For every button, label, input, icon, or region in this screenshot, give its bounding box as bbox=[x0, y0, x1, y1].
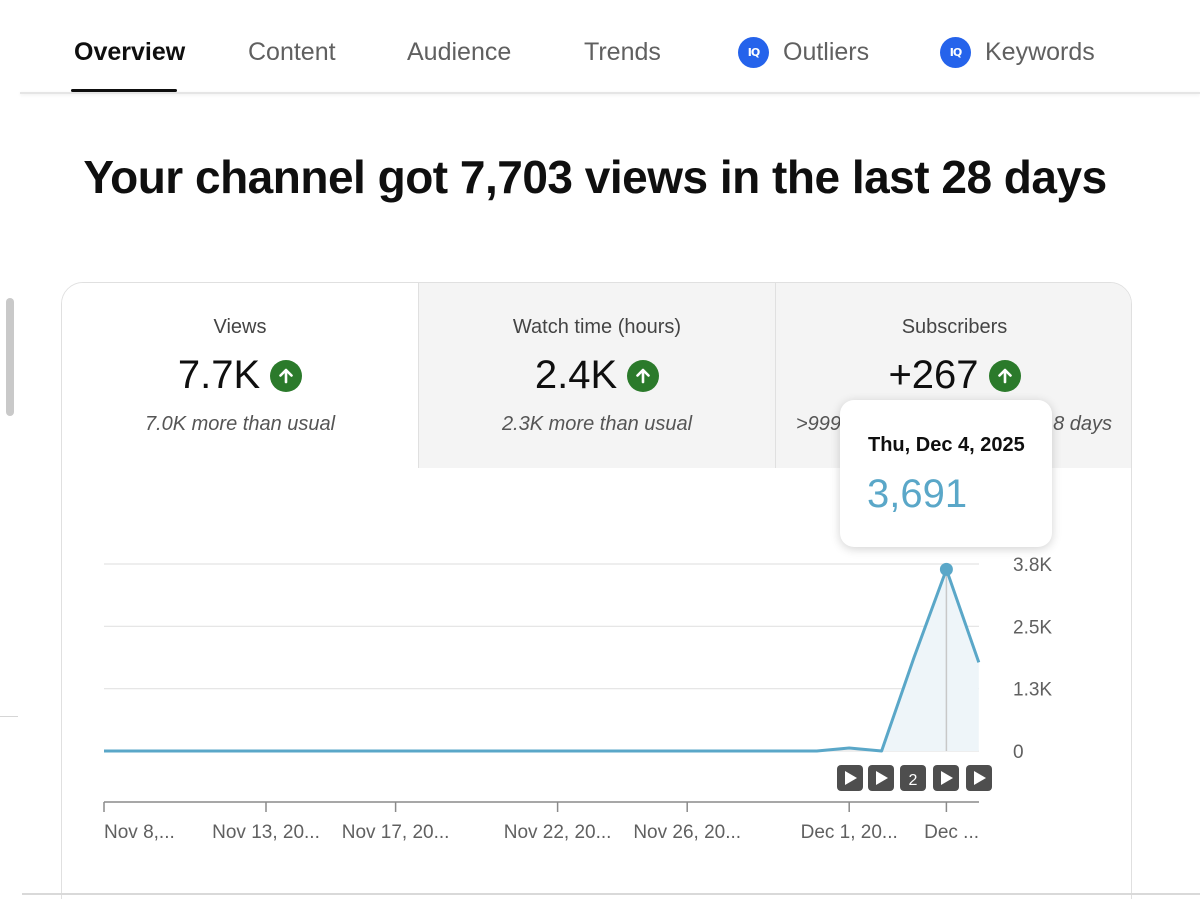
divider bbox=[0, 716, 18, 717]
series-line bbox=[104, 567, 981, 753]
arrow-up-icon bbox=[270, 359, 303, 392]
page-headline: Your channel got 7,703 views in the last… bbox=[83, 151, 1107, 203]
metric-value: +267 bbox=[888, 353, 979, 397]
tab-keywords-label: Keywords bbox=[985, 37, 1095, 66]
tab-bar: Overview Content Audience Trends IQ Outl… bbox=[0, 0, 1200, 94]
arrow-up-icon bbox=[627, 359, 660, 392]
tab-content[interactable]: Content bbox=[248, 36, 336, 68]
metric-comparison-start: >999 bbox=[796, 413, 842, 435]
y-tick-label: 2.5K bbox=[1013, 617, 1052, 638]
tab-outliers-label: Outliers bbox=[783, 37, 870, 66]
tab-audience-label: Audience bbox=[407, 37, 512, 66]
metric-label: Subscribers bbox=[901, 316, 1008, 338]
x-tick-label: Nov 22, 20... bbox=[504, 822, 612, 843]
vidiq-icon: IQ bbox=[940, 36, 971, 68]
scrollbar-thumb[interactable] bbox=[6, 298, 14, 416]
metric-label: Watch time (hours) bbox=[512, 316, 682, 338]
arrow-up-icon bbox=[988, 359, 1021, 392]
active-tab-indicator bbox=[71, 89, 177, 92]
tab-trends-label: Trends bbox=[584, 37, 661, 66]
tab-overview[interactable]: Overview bbox=[74, 36, 185, 68]
play-icon bbox=[845, 771, 857, 785]
page-divider bbox=[22, 893, 1200, 895]
metric-views[interactable]: Views 7.7K 7.0K more than usual bbox=[62, 283, 418, 468]
play-icon bbox=[876, 771, 888, 785]
series-area bbox=[881, 569, 979, 751]
tab-outliers[interactable]: IQ Outliers bbox=[738, 36, 869, 68]
vidiq-icon: IQ bbox=[738, 36, 769, 68]
y-tick-label: 0 bbox=[1013, 742, 1024, 763]
play-icon bbox=[974, 771, 986, 785]
metric-value: 7.7K bbox=[177, 353, 261, 397]
tab-content-label: Content bbox=[248, 37, 336, 66]
x-tick-label: Nov 17, 20... bbox=[342, 822, 450, 843]
tab-trends[interactable]: Trends bbox=[584, 36, 661, 68]
tab-divider bbox=[20, 92, 1200, 94]
x-tick-label: Nov 13, 20... bbox=[212, 822, 320, 843]
data-point bbox=[939, 562, 953, 576]
tooltip-value: 3,691 bbox=[867, 472, 968, 516]
y-tick-label: 3.8K bbox=[1013, 555, 1052, 576]
video-marker bbox=[900, 765, 926, 791]
x-tick-label: Dec ... bbox=[924, 822, 979, 843]
analytics-card: Views 7.7K 7.0K more than usual Watch ti… bbox=[61, 282, 1132, 899]
metric-comparison-end: 8 days bbox=[1053, 413, 1112, 435]
metric-watch-time[interactable]: Watch time (hours) 2.4K 2.3K more than u… bbox=[418, 283, 775, 468]
metric-value: 2.4K bbox=[534, 353, 618, 397]
x-tick-label: Dec 1, 20... bbox=[801, 822, 898, 843]
tab-keywords[interactable]: IQ Keywords bbox=[940, 36, 1095, 68]
tab-audience[interactable]: Audience bbox=[407, 36, 511, 68]
y-tick-label: 1.3K bbox=[1013, 680, 1052, 701]
tab-overview-label: Overview bbox=[74, 37, 186, 66]
metric-comparison: 7.0K more than usual bbox=[144, 413, 336, 435]
metric-label: Views bbox=[213, 316, 267, 338]
video-marker-count: 2 bbox=[909, 772, 918, 789]
play-icon bbox=[941, 771, 953, 785]
x-tick-label: Nov 26, 20... bbox=[633, 822, 741, 843]
chart-tooltip: Thu, Dec 4, 2025 3,691 bbox=[840, 400, 1052, 547]
metric-comparison: 2.3K more than usual bbox=[501, 413, 693, 435]
x-tick-label: Nov 8,... bbox=[104, 822, 175, 843]
tooltip-date: Thu, Dec 4, 2025 bbox=[868, 434, 1025, 456]
